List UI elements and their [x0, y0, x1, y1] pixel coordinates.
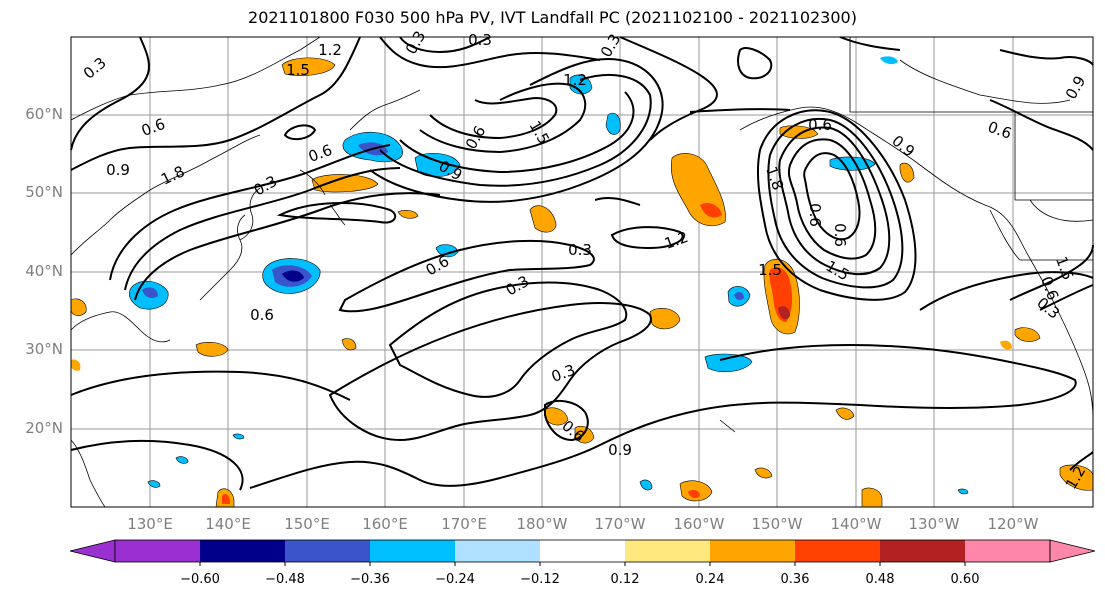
- colorbar-tick-label: 0.48: [865, 572, 895, 587]
- positive-anomaly: [649, 307, 681, 330]
- negative-anomaly: [704, 353, 753, 373]
- colorbar-segment: [795, 540, 881, 562]
- colorbar-outline: [114, 539, 1051, 563]
- colorbar-tick-label: −0.24: [435, 572, 475, 587]
- contour-label: 1.5: [286, 61, 310, 79]
- positive-anomaly: [835, 407, 855, 420]
- negative-anomaly: [232, 433, 245, 440]
- colorbar-tick-label: 0.36: [780, 572, 810, 587]
- coastlines: [70, 36, 1094, 508]
- colorbar: [69, 539, 1096, 566]
- positive-anomaly: [754, 467, 773, 479]
- negative-anomaly: [175, 456, 189, 464]
- positive-anomaly: [899, 162, 915, 183]
- colorbar-segment: [115, 540, 201, 562]
- negative-anomaly: [734, 292, 744, 301]
- colorbar-segment: [965, 540, 1051, 562]
- positive-anomaly: [70, 298, 87, 316]
- positive-anomaly: [222, 494, 230, 504]
- colorbar-tick-label: −0.48: [265, 572, 305, 587]
- pv-contours: [70, 36, 1094, 491]
- negative-anomaly: [639, 479, 653, 491]
- positive-anomaly: [195, 341, 229, 357]
- contour-label: 1.2: [318, 41, 342, 59]
- longitude-tick-label: 120°W: [987, 515, 1039, 533]
- negative-anomaly: [142, 287, 158, 298]
- colorbar-segment: [285, 540, 371, 562]
- latitude-tick-label: 40°N: [25, 262, 63, 280]
- negative-anomaly: [147, 480, 161, 488]
- positive-anomaly: [574, 425, 595, 444]
- longitude-tick-label: 150°W: [751, 515, 803, 533]
- longitude-tick-label: 130°E: [127, 515, 173, 533]
- positive-anomaly: [281, 57, 336, 76]
- colorbar-segment: [370, 540, 456, 562]
- latitude-tick-label: 20°N: [25, 419, 63, 437]
- colorbar-segment: [625, 540, 711, 562]
- positive-anomaly: [778, 306, 790, 320]
- positive-anomaly: [1014, 327, 1041, 342]
- map-panel: 0.30.60.91.21.51.8 0.30.60.91.21.50.30.60…: [70, 28, 1094, 508]
- positive-anomaly: [861, 487, 883, 508]
- positive-anomaly: [397, 210, 419, 219]
- longitude-tick-label: 180°W: [516, 515, 568, 533]
- positive-anomaly: [700, 203, 722, 218]
- longitude-tick-label: 130°W: [908, 515, 960, 533]
- colorbar-tick-label: −0.60: [180, 572, 220, 587]
- positive-anomaly: [311, 174, 379, 193]
- colorbar-tick-label: 0.60: [950, 572, 980, 587]
- contour-label: 0.9: [106, 161, 130, 179]
- contour-label: 0.9: [608, 441, 632, 459]
- latitude-tick-label: 30°N: [25, 340, 63, 358]
- colorbar-segment: [880, 540, 966, 562]
- colorbar-segment: [200, 540, 286, 562]
- contour-label: 1.2: [563, 71, 587, 89]
- colorbar-tick-label: 0.12: [610, 572, 640, 587]
- longitude-tick-label: 170°E: [441, 515, 487, 533]
- contour-label: 1.5: [758, 261, 782, 279]
- positive-anomaly: [341, 338, 357, 351]
- latitude-tick-label: 50°N: [25, 183, 63, 201]
- longitude-tick-label: 160°W: [673, 515, 725, 533]
- longitude-tick-label: 140°W: [830, 515, 882, 533]
- figure-title: 2021101800 F030 500 hPa PV, IVT Landfall…: [248, 8, 857, 27]
- positive-anomaly: [544, 407, 569, 426]
- contour-label: 0.3: [568, 241, 592, 259]
- negative-anomaly: [569, 74, 593, 95]
- contour-label: 0.6: [250, 306, 274, 324]
- colorbar-tick-label: −0.36: [350, 572, 390, 587]
- negative-anomaly: [414, 152, 461, 178]
- colorbar-extend-low: [69, 539, 116, 563]
- longitude-tick-label: 170°W: [594, 515, 646, 533]
- negative-anomaly: [880, 56, 898, 65]
- contour-label: 0.6: [831, 223, 849, 247]
- positive-anomaly: [688, 489, 700, 499]
- colorbar-segment: [540, 540, 626, 562]
- map-frame: [70, 36, 1094, 508]
- colorbar-segment: [455, 540, 541, 562]
- colorbar-segment: [710, 540, 796, 562]
- contour-label: 0.3: [468, 31, 492, 49]
- contour-label: 0.6: [806, 203, 824, 227]
- colorbar-tick-label: −0.12: [520, 572, 560, 587]
- colorbar-tick-label: 0.24: [695, 572, 725, 587]
- positive-anomaly: [71, 359, 81, 371]
- colorbar-extend-high: [1049, 539, 1096, 563]
- positive-anomaly: [1000, 340, 1012, 350]
- contour-label: 0.6: [808, 116, 832, 134]
- positive-anomaly: [529, 205, 557, 233]
- negative-anomaly: [957, 488, 969, 495]
- longitude-tick-label: 160°E: [362, 515, 408, 533]
- latitude-tick-label: 60°N: [25, 105, 63, 123]
- negative-anomaly: [605, 112, 621, 135]
- negative-anomaly: [282, 270, 304, 282]
- longitude-tick-label: 150°E: [284, 515, 330, 533]
- longitude-tick-label: 140°E: [205, 515, 251, 533]
